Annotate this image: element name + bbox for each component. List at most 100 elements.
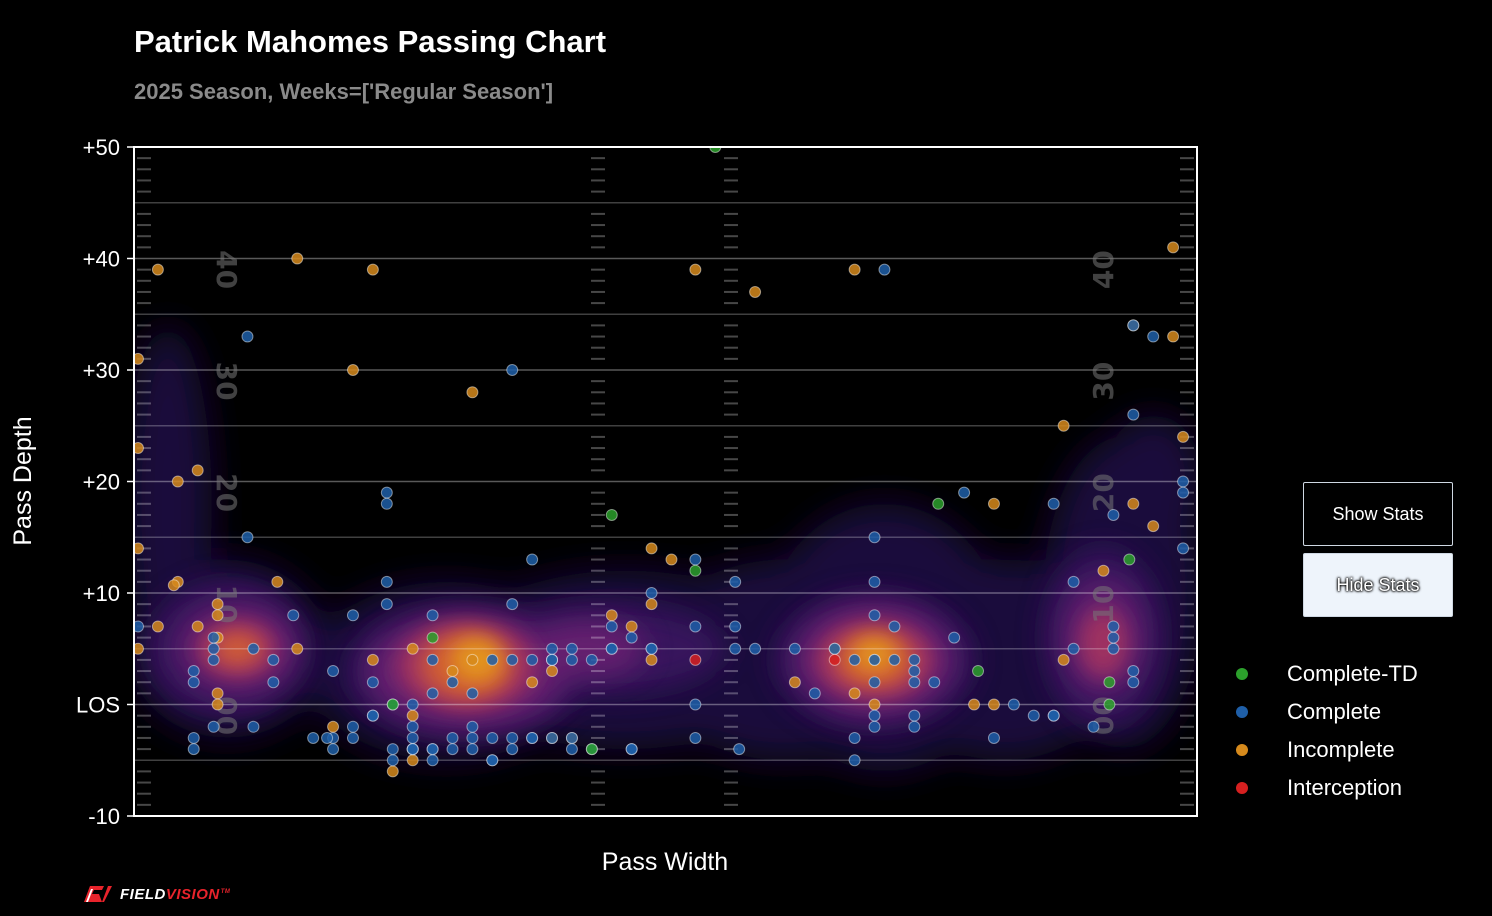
pass-point <box>1127 665 1140 678</box>
pass-point <box>466 720 479 733</box>
pass-point <box>972 665 985 678</box>
pass-point <box>605 620 618 633</box>
pass-point <box>526 553 539 566</box>
pass-point <box>466 653 479 666</box>
pass-point <box>689 620 702 633</box>
pass-point <box>868 720 881 733</box>
logo-tm: TM <box>220 888 231 895</box>
yard-number-left: 30 <box>210 362 243 401</box>
logo-text-vision: VISION <box>165 885 220 903</box>
pass-point <box>1103 676 1116 689</box>
legend-item-interception[interactable]: Interception <box>1236 769 1418 807</box>
legend-item-complete-td[interactable]: Complete-TD <box>1236 655 1418 693</box>
pass-point <box>191 620 204 633</box>
pass-point <box>828 653 841 666</box>
yard-number-left: 20 <box>210 473 243 512</box>
pass-point <box>466 687 479 700</box>
pass-point <box>211 687 224 700</box>
pass-point <box>406 743 419 756</box>
pass-point <box>546 642 559 655</box>
pass-point <box>788 642 801 655</box>
pass-point <box>321 731 334 744</box>
pass-point <box>207 631 220 644</box>
pass-point <box>625 631 638 644</box>
pass-point <box>868 531 881 544</box>
pass-point <box>585 653 598 666</box>
pass-point <box>446 665 459 678</box>
pass-point <box>446 743 459 756</box>
pass-point <box>665 553 678 566</box>
pass-point <box>1147 520 1160 533</box>
pass-point <box>868 676 881 689</box>
pass-point <box>380 575 393 588</box>
pass-point <box>1127 676 1140 689</box>
pass-point <box>645 653 658 666</box>
pass-point <box>868 709 881 722</box>
pass-point <box>426 609 439 622</box>
pass-point <box>868 575 881 588</box>
pass-point <box>406 709 419 722</box>
fieldvision-mark-icon <box>84 886 112 902</box>
yard-number-right: 20 <box>1087 473 1120 512</box>
pass-point <box>486 754 499 767</box>
pass-point <box>486 653 499 666</box>
pass-point <box>1057 653 1070 666</box>
pass-point <box>729 642 742 655</box>
pass-point <box>207 720 220 733</box>
pass-point <box>788 676 801 689</box>
pass-point <box>1103 698 1116 711</box>
pass-point <box>828 642 841 655</box>
density-blob <box>852 637 897 672</box>
pass-point <box>187 676 200 689</box>
pass-point <box>346 364 359 376</box>
legend-dot-complete-td-icon <box>1236 668 1248 680</box>
pass-point <box>605 609 618 622</box>
pass-point <box>366 653 379 666</box>
legend: Complete-TD Complete Incomplete Intercep… <box>1236 655 1418 807</box>
pass-point <box>1177 475 1190 488</box>
yard-number-right: 10 <box>1087 585 1120 624</box>
pass-point <box>987 497 1000 510</box>
pass-point <box>426 743 439 756</box>
pass-point <box>167 579 180 592</box>
pass-point <box>1107 508 1120 521</box>
pass-point <box>207 653 220 666</box>
pass-point <box>446 676 459 689</box>
pass-point <box>878 263 891 276</box>
pass-point <box>187 731 200 744</box>
pass-point <box>928 676 941 689</box>
pass-point <box>987 698 1000 711</box>
pass-point <box>426 754 439 767</box>
pass-point <box>134 620 144 633</box>
hide-stats-button[interactable]: Hide Stats <box>1303 553 1453 617</box>
pass-point <box>151 620 164 633</box>
pass-point <box>366 263 379 276</box>
pass-point <box>386 743 399 756</box>
logo-text: FIELDVISIONTM <box>120 886 230 903</box>
series-complete-td <box>386 147 1136 756</box>
pass-point <box>327 720 340 733</box>
pass-point <box>307 731 320 744</box>
pass-point <box>346 731 359 744</box>
pass-point <box>1123 553 1136 566</box>
gridlines <box>134 202 1197 761</box>
show-stats-button[interactable]: Show Stats <box>1303 482 1453 546</box>
pass-point <box>506 731 519 744</box>
pass-point <box>848 263 861 276</box>
legend-label: Incomplete <box>1287 737 1395 762</box>
legend-item-incomplete[interactable]: Incomplete <box>1236 731 1418 769</box>
pass-point <box>565 743 578 756</box>
pass-point <box>291 642 304 655</box>
pass-point <box>908 720 921 733</box>
legend-item-complete[interactable]: Complete <box>1236 693 1418 731</box>
pass-point <box>380 497 393 510</box>
pass-point <box>506 598 519 611</box>
yard-number-right: 30 <box>1087 362 1120 401</box>
pass-point <box>948 631 961 644</box>
page-title: Patrick Mahomes Passing Chart <box>134 24 607 59</box>
density-blob <box>1103 414 1197 549</box>
pass-point <box>1127 408 1140 421</box>
pass-point <box>426 631 439 644</box>
pass-point <box>908 653 921 666</box>
pass-point <box>1047 709 1060 722</box>
